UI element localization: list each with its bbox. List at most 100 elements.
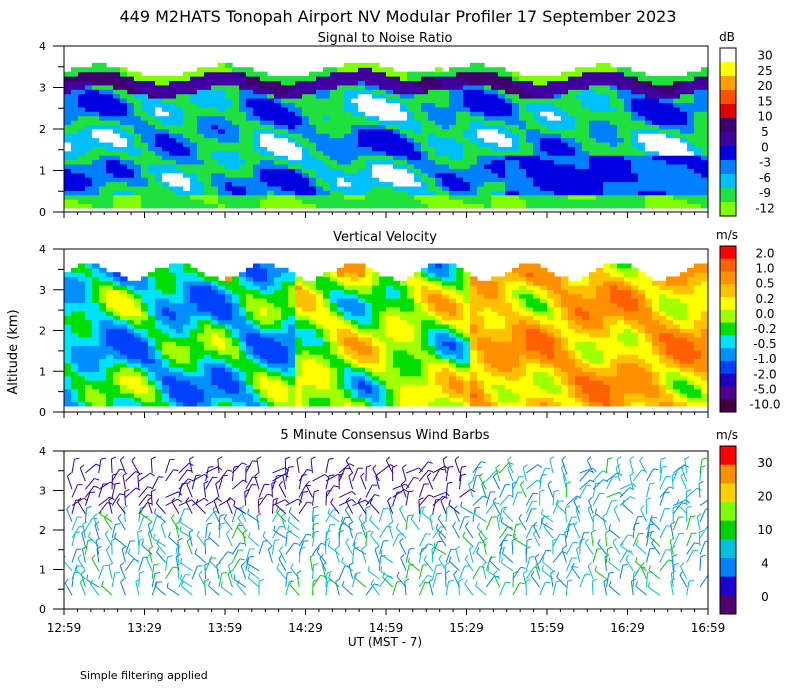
velocity-cell xyxy=(64,358,72,364)
snr-cell xyxy=(694,76,702,82)
snr-cell xyxy=(288,102,296,108)
snr-cell xyxy=(225,159,233,165)
snr-cell xyxy=(659,102,667,108)
snr-cell xyxy=(78,194,86,200)
snr-cell xyxy=(106,76,114,82)
velocity-cell xyxy=(442,384,450,390)
snr-cell xyxy=(358,102,366,108)
velocity-cell xyxy=(120,354,128,360)
snr-cell xyxy=(449,190,457,196)
snr-cell xyxy=(645,124,653,130)
velocity-cell xyxy=(106,401,114,407)
velocity-cell xyxy=(470,276,478,282)
snr-cell xyxy=(624,111,632,117)
snr-cell xyxy=(533,199,541,205)
velocity-cell xyxy=(218,345,226,351)
snr-cell xyxy=(246,181,254,187)
velocity-cell xyxy=(470,354,478,360)
snr-cell xyxy=(547,150,555,156)
snr-cell xyxy=(687,141,695,147)
snr-cell xyxy=(267,119,275,125)
snr-cell xyxy=(358,141,366,147)
snr-cell xyxy=(197,163,205,169)
snr-cell xyxy=(330,190,338,196)
velocity-cell xyxy=(351,388,359,394)
velocity-cell xyxy=(260,272,268,278)
snr-cell xyxy=(204,128,212,134)
velocity-cell xyxy=(288,362,296,368)
snr-cell xyxy=(589,89,597,95)
velocity-cell xyxy=(281,384,289,390)
snr-cell xyxy=(519,115,527,121)
velocity-cell xyxy=(309,293,317,299)
snr-cell xyxy=(519,163,527,169)
snr-cell xyxy=(442,119,450,125)
velocity-cell xyxy=(260,358,268,364)
velocity-cell xyxy=(351,293,359,299)
snr-cell xyxy=(64,97,72,103)
velocity-cell xyxy=(260,302,268,308)
velocity-cell xyxy=(323,367,331,372)
snr-cell xyxy=(183,111,191,117)
velocity-cell xyxy=(134,379,142,385)
snr-cell xyxy=(218,89,226,95)
snr-cell xyxy=(169,76,177,82)
snr-cell xyxy=(442,93,450,99)
snr-cell xyxy=(589,190,597,196)
velocity-cell xyxy=(456,388,464,394)
velocity-cell xyxy=(218,379,226,385)
snr-cell xyxy=(561,128,569,134)
snr-cell xyxy=(470,190,478,196)
snr-cell xyxy=(435,172,443,178)
snr-cell xyxy=(582,150,590,156)
snr-cell xyxy=(225,168,233,174)
velocity-cell xyxy=(260,336,268,342)
velocity-cell xyxy=(484,371,492,377)
snr-cell xyxy=(582,185,590,191)
snr-cell xyxy=(190,97,198,103)
velocity-cell xyxy=(477,388,485,394)
velocity-cell xyxy=(323,375,331,381)
snr-cell xyxy=(652,84,660,90)
snr-cell xyxy=(540,128,548,134)
velocity-cell xyxy=(281,306,289,312)
snr-cell xyxy=(463,150,471,156)
velocity-cell xyxy=(435,293,443,299)
snr-cell xyxy=(162,177,170,183)
snr-cell xyxy=(288,97,296,103)
velocity-cell xyxy=(232,336,240,342)
snr-cell xyxy=(435,168,443,174)
velocity-cell xyxy=(183,362,191,368)
snr-cell xyxy=(638,181,646,187)
velocity-cell xyxy=(148,285,156,290)
snr-cell xyxy=(183,194,191,200)
snr-cell xyxy=(435,115,443,121)
snr-cell xyxy=(358,93,366,99)
snr-cell xyxy=(260,155,268,161)
velocity-cell xyxy=(498,401,506,407)
snr-cell xyxy=(421,80,429,86)
velocity-cell xyxy=(197,298,205,303)
velocity-cell xyxy=(400,323,408,329)
snr-cell xyxy=(505,181,513,187)
velocity-cell xyxy=(442,280,450,286)
snr-cell xyxy=(274,106,282,112)
snr-cell xyxy=(78,150,86,156)
snr-cell xyxy=(610,106,618,112)
snr-cell xyxy=(246,185,254,191)
snr-cell xyxy=(316,203,324,209)
snr-cell xyxy=(351,119,359,125)
snr-cell xyxy=(218,194,226,200)
snr-cell xyxy=(288,124,296,130)
velocity-cell xyxy=(456,362,464,368)
snr-cell xyxy=(190,155,198,161)
snr-cell xyxy=(414,199,422,205)
snr-cell xyxy=(316,168,324,174)
snr-cell xyxy=(246,71,254,77)
snr-cell xyxy=(463,203,471,209)
velocity-cell xyxy=(421,401,429,407)
snr-cell xyxy=(253,194,261,200)
velocity-cell xyxy=(323,319,331,325)
velocity-cell xyxy=(435,371,443,377)
snr-cell xyxy=(120,203,128,209)
